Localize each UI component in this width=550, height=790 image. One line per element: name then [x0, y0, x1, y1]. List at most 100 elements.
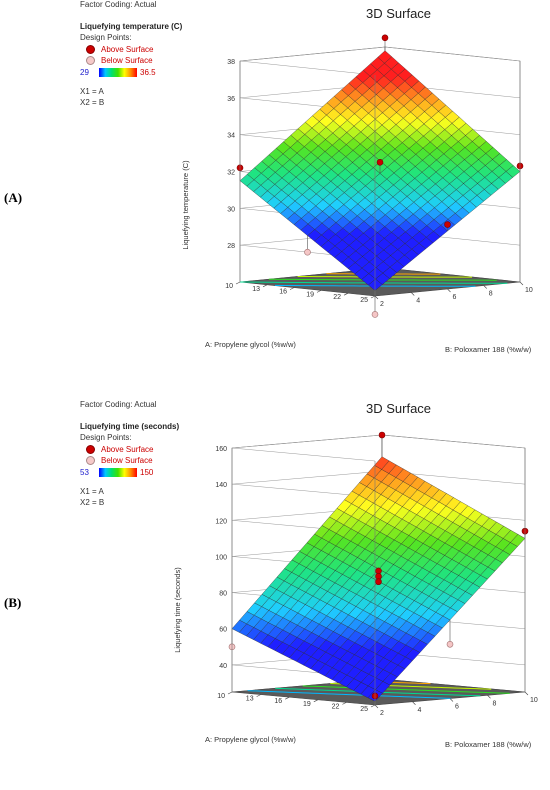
z-tick-label: 160 — [215, 446, 227, 453]
b-tick-label: 4 — [418, 707, 422, 714]
b-tick — [524, 691, 529, 696]
a-tick — [370, 704, 376, 708]
a-tick — [342, 702, 347, 705]
b-tick — [483, 285, 487, 289]
response-label: Liquefying temperature (C) — [80, 22, 183, 31]
above-dot-icon — [86, 445, 95, 454]
a-tick — [262, 284, 268, 288]
color-scale-min: 53 — [80, 468, 89, 477]
a-tick-label: 19 — [306, 291, 314, 298]
z-tick-label: 38 — [227, 59, 235, 66]
b-tick — [487, 695, 491, 699]
a-tick-label: 25 — [360, 706, 368, 713]
below-label: Below Surface — [101, 56, 153, 65]
z-tick-label: 140 — [215, 482, 227, 489]
a-tick — [289, 287, 295, 290]
a-tick — [256, 694, 261, 697]
above-dot-icon — [86, 45, 95, 54]
a-tick — [235, 281, 241, 285]
legend-above: Above Surface — [86, 445, 179, 454]
x1-mapping: X1 = A — [80, 87, 104, 96]
b-tick — [447, 288, 451, 293]
a-tick-label: 13 — [252, 286, 260, 293]
design-point-below — [446, 640, 454, 648]
b-tick-label: 8 — [489, 291, 493, 298]
color-scale-bar — [99, 468, 137, 477]
y-axis-label: B: Poloxamer 188 (%w/w) — [445, 345, 532, 354]
b-tick-label: 10 — [525, 287, 533, 294]
design-point-above — [381, 34, 389, 42]
design-points-label: Design Points: — [80, 33, 132, 42]
legend-above: Above Surface — [86, 45, 182, 54]
floor-contour — [247, 690, 452, 699]
z-tick-label: 40 — [219, 663, 227, 670]
design-point-above — [375, 567, 382, 575]
legend-below: Below Surface — [86, 456, 179, 465]
response-label: Liquefying time (seconds) — [80, 422, 180, 431]
legend: Factor Coding: Actual Liquefying time (s… — [80, 400, 179, 509]
design-point-above — [378, 431, 386, 439]
a-tick — [316, 290, 322, 293]
x2-mapping: X2 = B — [80, 98, 105, 107]
floor-contour — [302, 685, 510, 694]
z-gridline — [239, 83, 521, 113]
surface-cell — [374, 456, 390, 470]
chart-title: 3D Surface — [366, 6, 432, 21]
b-tick — [374, 295, 379, 300]
design-point-above — [444, 221, 451, 228]
a-tick — [370, 295, 376, 299]
b-tick-label: 10 — [530, 697, 538, 704]
z-tick-label: 120 — [215, 518, 227, 525]
below-dot-icon — [86, 456, 95, 465]
design-point-below — [304, 248, 311, 256]
chart-title: 3D Surface — [366, 401, 432, 416]
b-tick — [374, 704, 379, 709]
color-scale-bar — [99, 68, 137, 77]
z-gridline — [231, 470, 526, 498]
design-point-above — [376, 158, 384, 166]
color-scale: 29 36.5 — [80, 68, 182, 77]
z-axis-label: Liquefying temperature (C) — [181, 160, 190, 250]
panel-b: (B) Factor Coding: Actual Liquefying tim… — [0, 395, 550, 790]
a-tick — [285, 696, 290, 700]
z-gridline — [239, 46, 521, 76]
design-points-label: Design Points: — [80, 433, 132, 442]
above-label: Above Surface — [101, 445, 154, 454]
b-tick-label: 6 — [455, 704, 459, 711]
z-tick-label: 30 — [227, 206, 235, 213]
factor-coding: Factor Coding: Actual — [80, 0, 157, 9]
color-scale-max: 36.5 — [140, 68, 156, 77]
legend-below: Below Surface — [86, 56, 182, 65]
surface-plot-b: 40 60 80 100 120 140 160 10 13 16 19 22 25 2 4 6 8 10 A: P… — [173, 431, 538, 749]
below-dot-icon — [86, 56, 95, 65]
a-tick-label: 16 — [274, 698, 282, 705]
color-scale: 53 150 — [80, 468, 179, 477]
factor-coding: Factor Coding: Actual — [80, 400, 157, 409]
surface-plot-a: 28 30 32 34 36 38 10 13 16 19 22 25 2 4 6 8 10 A: Propyle… — [181, 34, 533, 354]
b-tick-label: 8 — [493, 700, 497, 707]
b-tick-label: 6 — [453, 294, 457, 301]
color-scale-min: 29 — [80, 68, 89, 77]
design-point-above — [375, 573, 382, 580]
z-tick-label: 32 — [227, 170, 235, 177]
b-tick — [412, 701, 416, 705]
a-tick-label: 22 — [333, 294, 341, 301]
z-gridline — [231, 434, 526, 462]
a-tick-label: 22 — [332, 703, 340, 710]
a-tick-label: 16 — [279, 289, 287, 296]
b-tick — [519, 281, 524, 286]
z-tick-label: 34 — [227, 133, 235, 140]
a-tick-label: 25 — [360, 297, 368, 304]
b-tick-label: 2 — [380, 301, 384, 308]
x-axis-label: A: Propylene glycol (%w/w) — [205, 735, 296, 744]
legend: Factor Coding: Actual Liquefying tempera… — [80, 0, 182, 109]
a-tick — [313, 699, 318, 703]
y-axis-label: B: Poloxamer 188 (%w/w) — [445, 740, 532, 749]
a-tick — [343, 292, 349, 296]
z-tick-label: 100 — [215, 554, 227, 561]
b-tick — [449, 698, 454, 702]
a-tick-label: 10 — [217, 693, 225, 700]
x2-mapping: X2 = B — [80, 498, 105, 507]
surface-cell — [377, 50, 393, 64]
design-point-above — [375, 578, 382, 586]
